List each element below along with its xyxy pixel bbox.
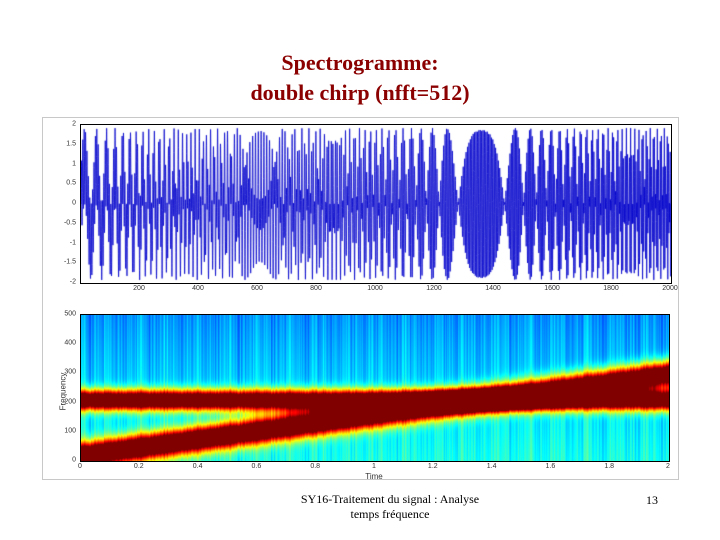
waveform-y-axis: 2 1.5 1 0.5 0 -0.5 -1 -1.5 -2 <box>50 120 76 286</box>
tick-label: 0 <box>72 199 76 207</box>
waveform-plot: 2 1.5 1 0.5 0 -0.5 -1 -1.5 -2 200 400 600 800 1000 12… <box>64 121 678 293</box>
tick-label: -1 <box>69 239 76 246</box>
spectrogram-xlabel: Time <box>365 472 383 481</box>
footer-text: SY16-Traitement du signal : Analyse temp… <box>240 492 540 522</box>
tick-label: 0.2 <box>133 463 144 470</box>
spectrogram-y-axis: 500 400 300 200 100 0 <box>50 310 76 464</box>
tick-label: 1.5 <box>66 140 76 148</box>
tick-label: 1.8 <box>604 463 615 470</box>
tick-label: 1800 <box>603 285 619 292</box>
tick-label: 1.6 <box>545 463 556 470</box>
tick-label: 1400 <box>485 285 501 292</box>
tick-label: -2 <box>69 278 76 286</box>
tick-label: 300 <box>64 368 76 376</box>
spectrogram-x-axis: 0 0.2 0.4 0.6 0.8 1 1.2 1.4 1.6 1.8 2 <box>78 463 670 473</box>
tick-label: -0.5 <box>63 219 76 227</box>
title-line-2: double chirp (nfft=512) <box>250 80 470 105</box>
tick-label: 600 <box>251 285 263 292</box>
tick-label: 100 <box>64 427 76 435</box>
tick-label: 1200 <box>426 285 442 292</box>
spectrogram-ylabel: Frequency <box>58 372 68 411</box>
footer-line-2: temps fréquence <box>350 507 430 521</box>
tick-label: 0.4 <box>192 463 203 470</box>
tick-label: 800 <box>310 285 322 292</box>
title-line-1: Spectrogramme: <box>281 50 439 75</box>
tick-label: 200 <box>64 398 76 406</box>
tick-label: 1 <box>372 463 376 470</box>
tick-label: 0 <box>78 463 82 470</box>
tick-label: 1 <box>72 160 76 167</box>
tick-label: 1.2 <box>427 463 438 470</box>
tick-label: 0 <box>72 456 76 464</box>
tick-label: 0.6 <box>251 463 262 470</box>
tick-label: 1000 <box>367 285 383 292</box>
tick-label: 400 <box>64 339 76 347</box>
tick-label: 2 <box>72 120 76 128</box>
tick-label: 200 <box>133 285 145 292</box>
tick-label: 2 <box>666 463 670 470</box>
waveform-canvas <box>80 124 672 284</box>
footer-line-1: SY16-Traitement du signal : Analyse <box>300 492 480 506</box>
tick-label: 2000 <box>662 285 678 292</box>
spectrogram-plot: 500 400 300 200 100 0 0 0.2 0.4 0.6 0.8 1 1.2 1.4 1.6… <box>58 311 670 481</box>
tick-label: 400 <box>192 285 204 292</box>
tick-label: 0.8 <box>310 463 321 470</box>
tick-label: 0.5 <box>66 179 76 187</box>
tick-label: 1600 <box>544 285 560 292</box>
slide-title: Spectrogramme: double chirp (nfft=512) <box>0 48 720 108</box>
spectrogram-canvas <box>80 314 670 462</box>
matlab-figure: 2 1.5 1 0.5 0 -0.5 -1 -1.5 -2 200 400 600 800 1000 12… <box>42 117 679 481</box>
tick-label: 500 <box>64 310 76 318</box>
tick-label: -1.5 <box>63 258 76 266</box>
tick-label: 1.4 <box>486 463 497 470</box>
page-number: 13 <box>646 493 658 507</box>
waveform-x-axis: 200 400 600 800 1000 1200 1400 1600 1800 2000 <box>80 285 678 295</box>
